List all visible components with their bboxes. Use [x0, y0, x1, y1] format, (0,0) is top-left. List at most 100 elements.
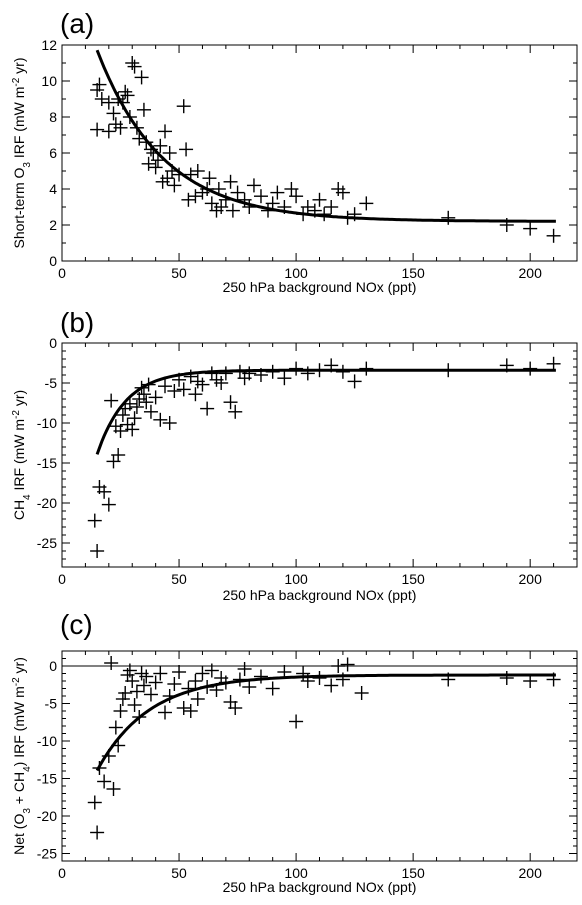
data-point [125, 674, 140, 688]
data-point [202, 171, 217, 186]
data-point [265, 681, 280, 696]
y-tick-label: 2 [49, 217, 57, 233]
panel-c: (c) 0 50 100 150 200 0 -5 -10 -15 -20 -25 250 hPa ba… [11, 609, 578, 895]
y-tick-label: 0 [49, 253, 57, 269]
data-point [253, 189, 268, 204]
data-point [148, 390, 163, 405]
data-point [441, 210, 456, 225]
y-tick-label: 6 [49, 145, 57, 161]
data-point [228, 404, 243, 419]
data-point [214, 200, 229, 214]
data-point [106, 106, 121, 121]
data-point [153, 412, 168, 427]
data-point [289, 714, 304, 729]
data-point [158, 705, 172, 720]
y-label-text: ) IRF (mW m [11, 686, 27, 766]
data-point [153, 138, 168, 153]
fit-curve [95, 368, 556, 455]
y-label-subscript: 4 [22, 766, 33, 772]
data-point [523, 361, 538, 376]
data-point [120, 88, 135, 103]
data-point [188, 387, 203, 402]
data-point [141, 156, 156, 171]
y-label-superscript: -2 [11, 410, 22, 419]
x-tick-label: 150 [401, 571, 425, 587]
x-tick-label: 100 [284, 265, 308, 281]
x-tick-label: 200 [519, 571, 543, 587]
data-point [324, 678, 339, 693]
y-label-text: + CH [11, 772, 27, 808]
x-axis-label: 250 hPa background NOx (ppt) [223, 587, 417, 603]
data-point [139, 669, 154, 684]
y-tick-label: 10 [41, 73, 57, 89]
data-point [225, 203, 240, 218]
x-tick-label: 200 [519, 265, 543, 281]
data-point [167, 384, 182, 398]
data-point [118, 686, 133, 700]
data-point [125, 422, 140, 437]
y-label-text: CH [11, 500, 27, 520]
data-point [136, 678, 151, 693]
data-point [324, 200, 339, 214]
data-point [139, 395, 154, 410]
data-point [125, 56, 140, 70]
data-point [335, 364, 350, 379]
data-point [204, 196, 219, 211]
x-tick-label: 0 [58, 265, 66, 281]
data-point [237, 662, 252, 676]
y-tick-label: 4 [49, 181, 57, 197]
data-point [359, 361, 374, 376]
y-tick-label: -20 [37, 495, 57, 511]
data-point [546, 228, 561, 243]
data-point [546, 356, 561, 371]
data-point [300, 366, 315, 381]
data-point [111, 448, 126, 462]
data-point [172, 665, 187, 679]
data-point [176, 701, 191, 715]
data-point [223, 174, 238, 189]
data-point [167, 677, 182, 691]
data-point [246, 178, 261, 193]
data-point [134, 70, 149, 85]
data-point [115, 408, 130, 422]
y-tick-label: 12 [41, 37, 57, 53]
data-point [90, 122, 105, 137]
data-point [136, 102, 151, 117]
data-point [312, 192, 327, 207]
data-point [162, 146, 177, 160]
data-point [143, 687, 158, 702]
data-point [160, 171, 175, 186]
y-label-subscript: 3 [22, 162, 33, 168]
y-label-subscript: 3 [22, 808, 33, 814]
data-point [148, 160, 163, 175]
data-point [347, 374, 362, 389]
x-tick-label: 150 [401, 265, 425, 281]
data-point [270, 185, 285, 200]
x-tick-label: 0 [58, 865, 66, 881]
data-point [90, 83, 105, 97]
y-axis-label: Short-term O3 IRF (mW m-2 yr) [11, 57, 33, 248]
y-label-superscript: -2 [11, 77, 22, 86]
y-tick-label: -20 [37, 808, 57, 824]
data-point [158, 379, 172, 394]
data-point [183, 704, 198, 718]
data-point [228, 701, 243, 715]
data-point [113, 120, 128, 135]
y-label-text: IRF (mW m [11, 419, 27, 494]
y-tick-label: 8 [49, 109, 57, 125]
panel-letter: (b) [60, 307, 94, 338]
x-tick-label: 150 [401, 865, 425, 881]
y-tick-label: -5 [45, 696, 58, 712]
data-point [129, 400, 144, 414]
panel-a: (a) 0 50 100 150 200 0 2 4 6 8 10 12 250 hPa backgrou… [11, 8, 578, 295]
data-point [523, 221, 538, 236]
x-tick-label: 100 [284, 865, 308, 881]
data-point [359, 196, 374, 211]
y-label-text: yr) [11, 657, 27, 677]
data-point [218, 366, 233, 381]
data-point [181, 192, 196, 207]
x-tick-label: 200 [519, 865, 543, 881]
data-point [113, 424, 128, 438]
